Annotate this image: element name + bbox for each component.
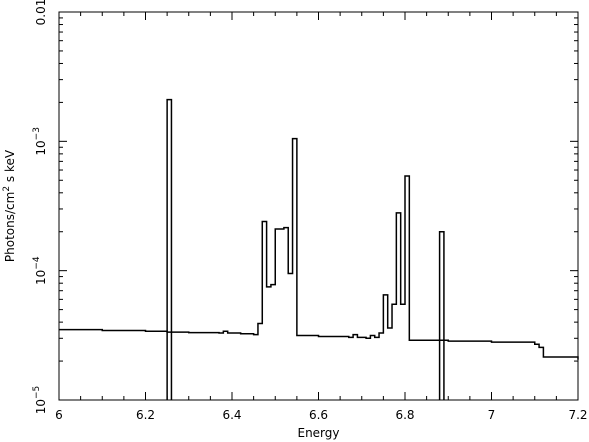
y-tick-label: 10−4 [32,256,48,285]
y-tick-label-exponent: −4 [32,256,42,270]
y-axis-label: Photons/cm2 s keV [2,149,17,262]
plot-frame [58,11,579,401]
y-tick-label-exponent: −5 [32,386,42,399]
spectrum-series [59,98,579,400]
y-tick-label: 10−5 [32,386,48,415]
spectrum-line-peak [166,98,173,400]
y-tick-label: 10−3 [32,127,48,156]
x-tick-label: 7.2 [568,408,587,422]
x-tick-label: 6 [55,408,63,422]
y-tick-label: 0.01 [34,0,48,25]
spectrum-line [59,137,579,360]
x-tick-label: 6.6 [309,408,328,422]
y-axis-label-suffix: s keV [3,149,17,186]
x-tick-label: 6.4 [222,408,241,422]
x-tick-label: 6.2 [136,408,155,422]
y-tick-label-exponent: −3 [32,127,42,140]
x-tick-label: 7 [488,408,496,422]
y-axis-label-prefix: Photons/cm [3,192,17,262]
x-tick-label: 6.8 [395,408,414,422]
y-tick-label-base: 10 [34,399,48,414]
y-tick-label-base: 10 [34,270,48,285]
axis-ticks [58,11,579,401]
spectrum-line-peak [438,230,445,400]
x-axis-label: Energy [297,426,339,440]
y-axis-label-superscript: 2 [2,186,12,192]
axis-tick-labels: 6 6.2 6.4 6.6 6.8 7 7.210−510−410−30.01 [32,0,588,422]
y-tick-label-base: 10 [34,140,48,155]
